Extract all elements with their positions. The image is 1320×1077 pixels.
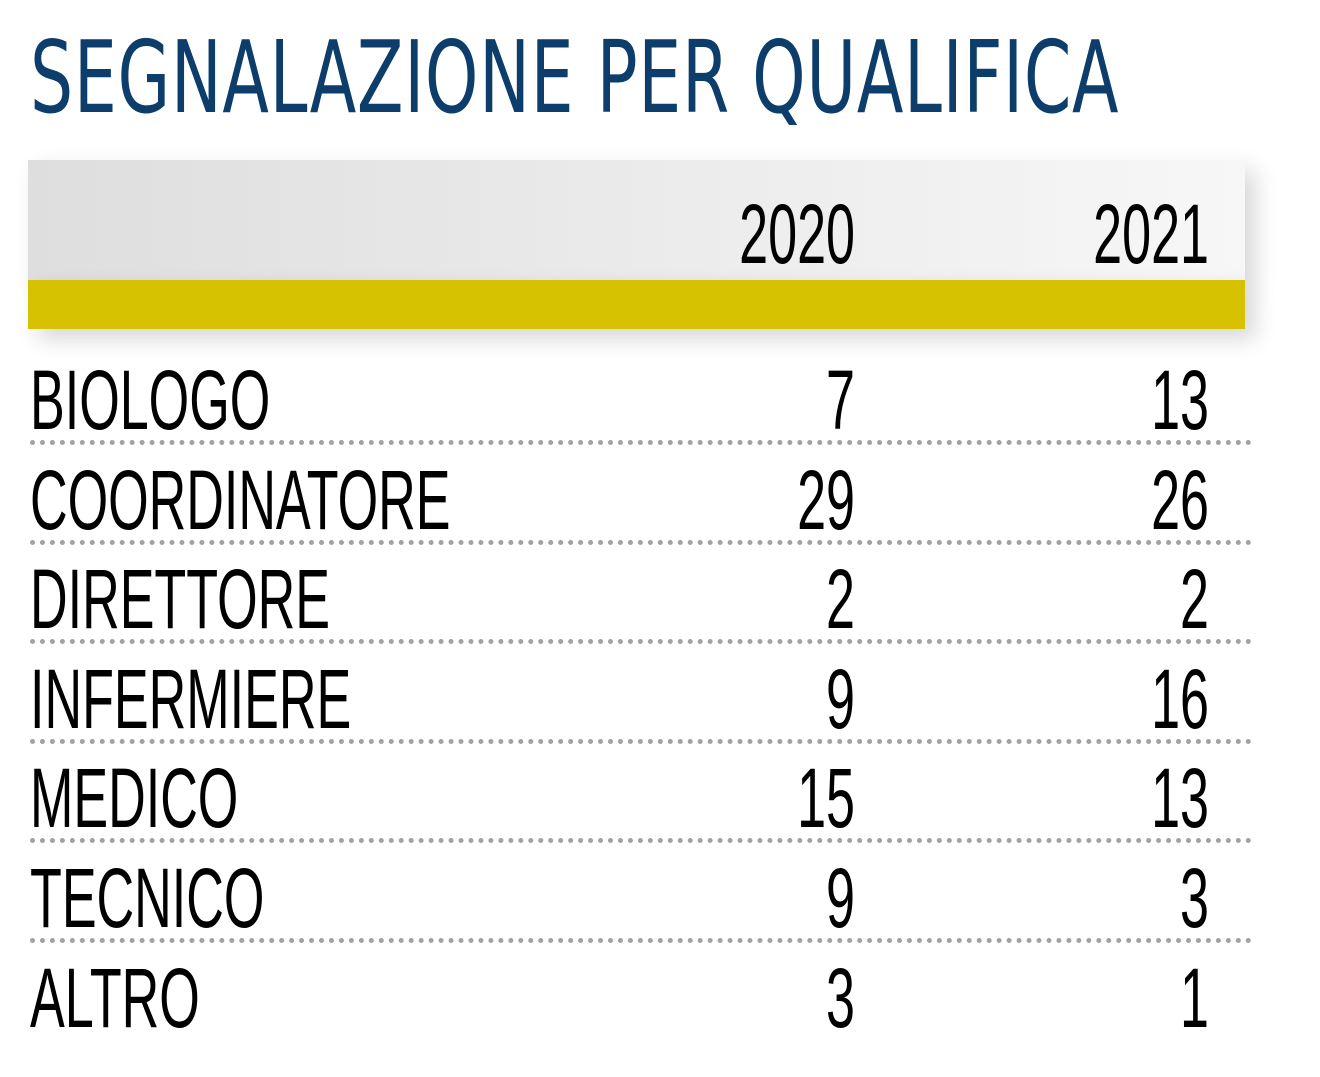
row-label: MEDICO <box>30 751 239 846</box>
row-label: INFERMIERE <box>30 651 352 746</box>
value-2020: 9 <box>826 851 855 945</box>
column-header-2021: 2021 <box>1093 187 1209 281</box>
row-label: DIRETTORE <box>30 552 330 647</box>
value-2021: 26 <box>1151 452 1209 547</box>
value-2020: 15 <box>797 751 855 846</box>
value-2020: 3 <box>826 950 855 1045</box>
row-label: ALTRO <box>30 950 200 1045</box>
row-label: BIOLOGO <box>30 353 271 447</box>
row-label: COORDINATORE <box>30 452 451 547</box>
value-2020: 2 <box>826 552 855 647</box>
chart-title: SEGNALAZIONE PER QUALIFICA <box>30 19 1120 136</box>
value-2020: 7 <box>826 353 855 447</box>
row-divider <box>30 738 1252 744</box>
value-2021: 2 <box>1180 552 1209 647</box>
value-2020: 9 <box>826 651 855 746</box>
row-label: TECNICO <box>30 851 265 945</box>
row-divider <box>30 838 1252 844</box>
row-divider <box>30 539 1252 545</box>
value-2021: 13 <box>1151 751 1209 846</box>
value-2021: 16 <box>1151 651 1209 746</box>
row-divider <box>30 440 1252 445</box>
value-2020: 29 <box>797 452 855 547</box>
value-2021: 3 <box>1180 851 1209 945</box>
row-divider <box>30 639 1252 645</box>
table-header-band <box>28 160 1245 280</box>
value-2021: 1 <box>1180 950 1209 1045</box>
row-divider <box>30 938 1252 943</box>
column-header-2020: 2020 <box>739 187 855 281</box>
value-2021: 13 <box>1151 353 1209 447</box>
header-accent-bar <box>28 280 1245 329</box>
